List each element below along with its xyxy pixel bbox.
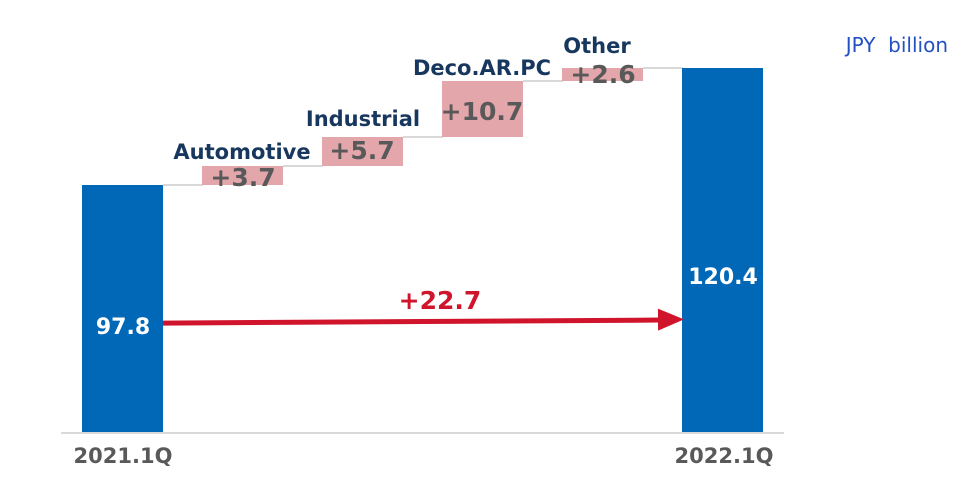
total-change-arrow (162, 308, 685, 333)
delta-value-deco-ar-pc: +10.7 (440, 97, 524, 126)
axis-label-2022-1q: 2022.1Q (674, 444, 774, 468)
category-label-deco-ar-pc: Deco.AR.PC (412, 56, 552, 80)
unit-label: JPY billion (845, 33, 948, 57)
category-label-automotive: Automotive (173, 140, 311, 164)
connector-line (523, 80, 563, 82)
total-change-label: +22.7 (398, 286, 482, 315)
category-label-other: Other (563, 34, 631, 58)
x-axis-line (61, 432, 784, 434)
delta-value-industrial: +5.7 (329, 136, 395, 165)
end-bar-value: 120.4 (688, 265, 758, 290)
arrow-shaft (162, 317, 663, 326)
category-label-industrial: Industrial (305, 107, 421, 131)
delta-value-automotive: +3.7 (210, 163, 276, 192)
connector-line (403, 136, 443, 138)
delta-bar-other (562, 68, 643, 81)
connector-line (283, 165, 323, 167)
end-total-bar (682, 68, 763, 433)
axis-label-2021-1q: 2021.1Q (73, 444, 173, 468)
delta-bar-automotive (202, 166, 283, 185)
delta-bar-deco-ar-pc (442, 81, 523, 137)
start-total-bar (82, 185, 163, 433)
arrow-head-icon (657, 308, 685, 331)
connector-line (643, 67, 683, 69)
start-bar-value: 97.8 (95, 315, 151, 340)
delta-value-other: +2.6 (570, 60, 636, 89)
connector-line (163, 184, 203, 186)
delta-bar-industrial (322, 137, 403, 166)
